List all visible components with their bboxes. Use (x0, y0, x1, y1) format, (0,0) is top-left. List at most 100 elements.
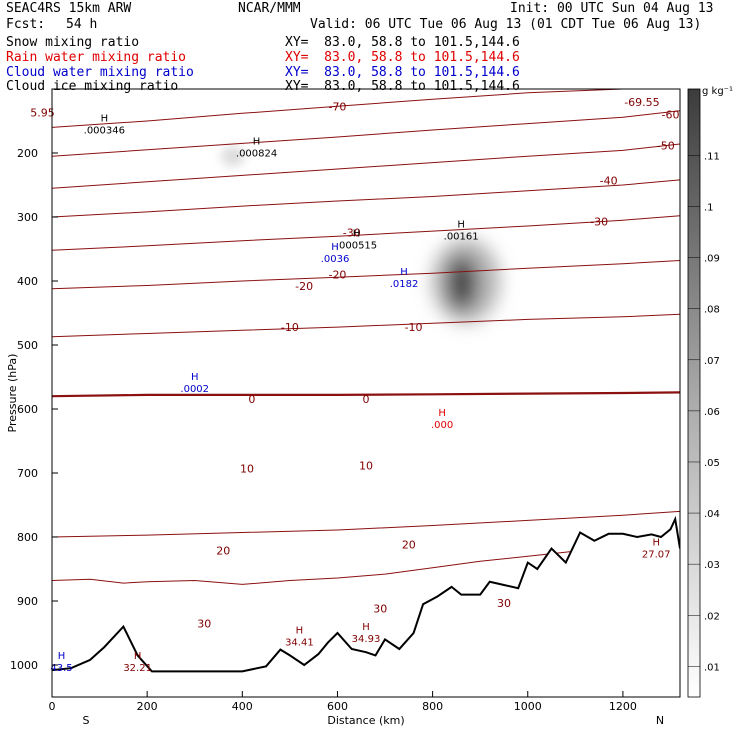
maximum-value: .0036 (321, 254, 350, 265)
cloud-ice-minor (220, 146, 245, 167)
temperature-contour (52, 110, 680, 157)
terrain-line (52, 515, 680, 673)
plot-frame (51, 88, 681, 698)
contour-label: -10 (281, 321, 299, 334)
maximum-h-marker: H (331, 242, 339, 253)
contour-label: -30 (343, 226, 361, 239)
legend-cloud-ice-xy: XY= 83.0, 58.8 to 101.5,144.6 (285, 79, 520, 94)
maximum-h-marker: H (652, 538, 660, 549)
maximum-h-marker: H (58, 651, 66, 662)
temperature-contour (52, 541, 680, 585)
legend-cloud-water-xy: XY= 83.0, 58.8 to 101.5,144.6 (285, 65, 520, 80)
maximum-h-marker: H (253, 136, 261, 147)
temperature-contour (52, 260, 680, 290)
contour-label: -50 (657, 139, 675, 152)
north-label: N (656, 714, 664, 727)
contour-label: -70 (328, 100, 346, 113)
maximum-value: .000515 (336, 241, 377, 252)
contour-label: 30 (197, 617, 211, 630)
temperature-contour (52, 215, 680, 251)
maximum-value: .000824 (236, 148, 277, 159)
x-tick-label: 0 (49, 700, 56, 713)
maximum-h-marker: H (296, 625, 304, 636)
contour-label: -10 (405, 321, 423, 334)
contour-label: 20 (402, 539, 416, 552)
contour-label: 10 (240, 463, 254, 476)
colorbar-label: .01 (704, 662, 720, 673)
colorbar-label: .03 (704, 560, 720, 571)
contour-label: -20 (295, 280, 313, 293)
legend-snow-xy: XY= 83.0, 58.8 to 101.5,144.6 (285, 35, 520, 50)
legend-snow: Snow mixing ratio (6, 35, 140, 50)
maximum-value: 32.21 (123, 663, 152, 674)
y-tick-label: 900 (17, 595, 38, 608)
contour-label: 0 (248, 393, 255, 406)
contour-label: 5.95 (30, 107, 55, 120)
colorbar-label: .07 (704, 356, 720, 367)
maximum-h-marker: H (362, 622, 370, 633)
x-axis-label: Distance (km) (327, 714, 404, 727)
maximum-h-marker: H (400, 267, 408, 278)
contour-label: 0 (363, 393, 370, 406)
maximum-value: 34.41 (285, 637, 314, 648)
maximum-value: 43.5 (50, 663, 72, 674)
terrain-fill (52, 519, 680, 697)
legend-rain-xy: XY= 83.0, 58.8 to 101.5,144.6 (285, 50, 520, 65)
colorbar-label: .04 (704, 509, 720, 520)
x-tick-label: 200 (137, 700, 158, 713)
temperature-contour (52, 313, 680, 338)
org-label: NCAR/MMM (238, 1, 301, 16)
forecast-label: Fcst: (6, 17, 46, 32)
cloud-ice-minor-blob (220, 146, 245, 167)
colorbar-gradient (687, 88, 701, 698)
contour-label: -40 (600, 175, 618, 188)
maximum-h-marker: H (457, 220, 465, 231)
contour-label: -20 (328, 269, 346, 282)
colorbar-label: .06 (704, 407, 720, 418)
maximum-value: .00161 (444, 232, 479, 243)
x-tick-label: 600 (327, 700, 348, 713)
y-tick-label: 400 (17, 275, 38, 288)
contour-label: 20 (216, 544, 230, 557)
contour-label: -60 (662, 109, 680, 122)
colorbar-label: .05 (704, 458, 720, 469)
y-tick-label: 700 (17, 467, 38, 480)
forecast-hours: 54 h (66, 17, 98, 32)
colorbar-label: .02 (704, 611, 720, 622)
y-tick-label: 800 (17, 531, 38, 544)
contour-label: 10 (359, 459, 373, 472)
maximum-value: .0182 (390, 279, 419, 290)
temperature-contour (52, 143, 680, 189)
temperature-contour (52, 510, 680, 538)
colorbar-unit: g kg⁻¹ (702, 86, 733, 97)
maximum-value: 27.07 (642, 550, 671, 561)
y-axis-label: Pressure (hPa) (6, 354, 19, 433)
south-label: S (83, 714, 90, 727)
maximum-value: .000346 (84, 125, 125, 136)
maximum-h-marker: H (191, 372, 199, 383)
legend-cloud-ice: Cloud ice mixing ratio (6, 79, 179, 94)
maximum-value: .000 (431, 420, 453, 431)
maximum-h-marker: H (101, 113, 109, 124)
contour-label: 30 (373, 603, 387, 616)
x-tick-label: 1200 (609, 700, 637, 713)
maximum-value: .0002 (180, 384, 209, 395)
cloud-ice-maximum-core (447, 257, 476, 309)
contour-label: 30 (497, 597, 511, 610)
colorbar-label: .11 (704, 151, 720, 162)
temperature-contour (52, 89, 680, 128)
maximum-h-marker: H (353, 229, 361, 240)
maximum-h-marker: H (438, 408, 446, 419)
contour-label: -69.55 (624, 96, 659, 109)
maximum-value: 34.93 (352, 634, 381, 645)
y-tick-label: 200 (17, 147, 38, 160)
legend-cloud-water: Cloud water mixing ratio (6, 65, 194, 80)
maximum-h-marker: H (134, 651, 142, 662)
y-tick-label: 1000 (10, 659, 38, 672)
x-tick-label: 800 (422, 700, 443, 713)
contour-label: -30 (590, 215, 608, 228)
legend-rain: Rain water mixing ratio (6, 50, 187, 65)
temperature-contour (52, 391, 680, 398)
cloud-ice-maximum (431, 239, 500, 323)
